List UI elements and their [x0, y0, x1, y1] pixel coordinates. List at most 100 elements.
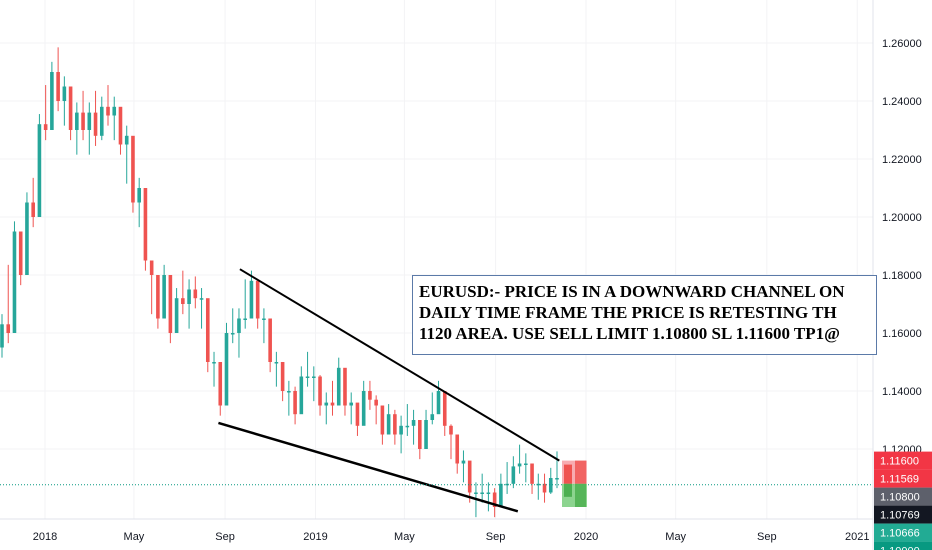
candle-body — [499, 483, 503, 507]
candle-body — [418, 420, 422, 449]
entry-bar — [564, 483, 572, 497]
price-badge-label: 1.10800 — [880, 492, 920, 504]
y-tick-label: 1.26000 — [882, 38, 922, 50]
x-tick-label: Sep — [486, 531, 506, 543]
candle-body — [75, 112, 79, 130]
candle-body — [131, 135, 135, 203]
candle-body — [524, 463, 528, 465]
candle-body — [199, 298, 204, 300]
price-badge — [874, 487, 932, 506]
candle-body — [311, 376, 316, 378]
price-badge — [874, 451, 932, 470]
analysis-text-note[interactable]: EURUSD:- PRICE IS IN A DOWNWARD CHANNEL … — [412, 275, 877, 355]
price-badge — [874, 505, 932, 524]
candle-body — [361, 391, 366, 426]
candle-body — [424, 420, 428, 449]
x-tick-label: Sep — [215, 531, 235, 543]
candle-body — [81, 112, 85, 130]
x-tick-label: 2018 — [33, 531, 57, 543]
candle-body — [318, 376, 322, 406]
candle-body — [249, 280, 254, 319]
candle-body — [193, 289, 198, 299]
candle-body — [31, 202, 35, 217]
candle-body — [474, 492, 478, 494]
price-badge-label: 1.10666 — [880, 528, 920, 540]
y-tick-label: 1.24000 — [882, 96, 922, 108]
price-badges: 1.11600 1.11569 1.10800 1.10769 1.10666 1.100… — [874, 451, 932, 550]
candle-body — [12, 231, 17, 333]
candle-body — [274, 362, 279, 364]
candle-body — [124, 135, 129, 145]
candle-body — [25, 202, 29, 275]
x-tick-label: Sep — [757, 531, 777, 543]
trendline-drawings[interactable] — [0, 268, 873, 513]
candle-body — [299, 376, 304, 415]
channel-upper-line — [239, 268, 560, 462]
short-position-tool[interactable] — [562, 460, 587, 507]
candle-body — [386, 414, 391, 435]
y-tick-label: 1.20000 — [882, 212, 922, 224]
take-profit-side — [575, 483, 586, 507]
candle-body — [411, 420, 416, 426]
channel-lower-line — [218, 421, 519, 513]
candle-body — [405, 425, 410, 428]
candle-body — [374, 399, 378, 406]
candle-body — [68, 86, 73, 130]
price-badge — [874, 523, 932, 542]
candle-body — [393, 414, 397, 435]
candle-body — [6, 324, 11, 333]
price-badge-label: 1.11600 — [880, 456, 919, 468]
candle-body — [62, 86, 67, 101]
candle-body — [87, 112, 92, 130]
note-line-1: EURUSD:- PRICE IS IN A DOWNWARD CHANNEL … — [419, 282, 845, 301]
candle-body — [18, 231, 23, 275]
candle-body — [37, 124, 42, 217]
note-line-3: 1120 AREA. USE SELL LIMIT 1.10800 SL 1.1… — [419, 324, 840, 343]
x-tick-label: 2021 — [845, 531, 869, 543]
y-tick-label: 1.18000 — [882, 270, 922, 282]
candle-body — [218, 362, 223, 406]
candle-body — [243, 318, 248, 320]
y-tick-label: 1.22000 — [882, 154, 922, 166]
stop-loss-side — [575, 460, 586, 484]
candle-body — [486, 492, 491, 494]
candle-body — [168, 275, 173, 333]
candle-body — [467, 460, 472, 493]
candle-body — [555, 478, 559, 480]
candle-body — [143, 188, 148, 261]
y-tick-label: 1.14000 — [882, 386, 922, 398]
y-tick-label: 1.16000 — [882, 328, 922, 340]
candle-body — [449, 425, 453, 435]
candle-body — [336, 367, 341, 406]
candle-body — [517, 463, 522, 467]
candle-body — [187, 289, 191, 304]
candle-body — [99, 106, 104, 136]
time-axis[interactable]: 2018 May Sep 2019 May Sep 2020 May Sep 2021 — [33, 531, 870, 543]
candle-body — [305, 376, 310, 378]
candle-body — [530, 463, 534, 484]
x-tick-label: 2019 — [303, 531, 327, 543]
candle-body — [43, 124, 48, 130]
candle-body — [380, 405, 385, 435]
candle-body — [343, 367, 347, 406]
x-tick-label: May — [665, 531, 686, 543]
note-line-2: DAILY TIME FRAME THE PRICE IS RETESTING … — [419, 303, 837, 322]
price-badge-label: 1.10000 — [880, 546, 920, 550]
candle-body — [480, 492, 484, 494]
candle-body — [205, 298, 210, 362]
candle-body — [442, 391, 447, 426]
candle-body — [230, 333, 235, 335]
candle-body — [149, 260, 154, 275]
candle-body — [542, 483, 547, 493]
price-axis[interactable]: 1.26000 1.24000 1.22000 1.20000 1.18000 1.160… — [882, 38, 922, 456]
price-badge — [874, 469, 932, 488]
candle-body — [268, 318, 272, 362]
candle-body — [324, 402, 329, 406]
candle-body — [536, 483, 541, 486]
candle-body — [399, 425, 403, 435]
candle-body — [137, 188, 141, 203]
candle-body — [492, 492, 497, 507]
candle-body — [112, 106, 117, 116]
candle-body — [436, 391, 441, 415]
